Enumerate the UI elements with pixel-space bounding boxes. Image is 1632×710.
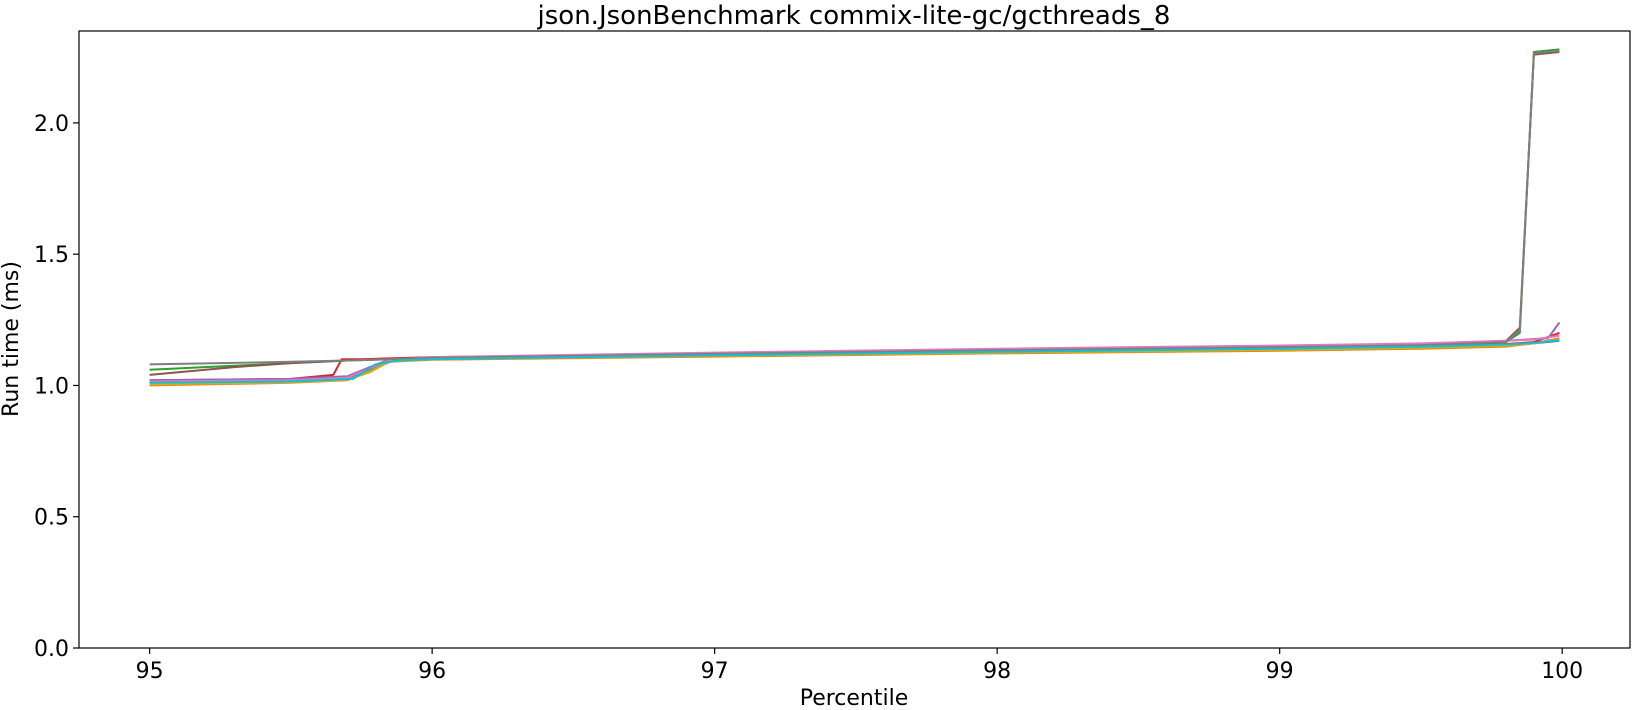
series-layer [149, 48, 1561, 387]
plot-frame [78, 30, 1631, 649]
y-tick-label: 0.5 [34, 506, 69, 531]
x-tick-label: 99 [1266, 659, 1294, 684]
y-tick-label: 1.0 [34, 374, 69, 399]
y-tick-label: 1.5 [34, 243, 69, 268]
series-line-3 [149, 48, 1560, 371]
x-tick-label: 100 [1541, 659, 1583, 684]
x-tick-label: 97 [701, 659, 729, 684]
y-tick-label: 2.0 [34, 112, 69, 137]
y-axis: 0.0 0.5 1.0 1.5 2.0 [34, 112, 79, 662]
series-line-10 [149, 339, 1560, 384]
x-tick-label: 98 [983, 659, 1011, 684]
x-axis-label: Percentile [800, 686, 909, 710]
series-line-6 [149, 51, 1560, 376]
x-tick-label: 96 [418, 659, 446, 684]
y-tick-label: 0.0 [34, 637, 69, 662]
x-tick-label: 95 [136, 659, 164, 684]
x-axis: 95 96 97 98 99 100 [136, 648, 1583, 684]
series-line-8 [149, 49, 1560, 366]
y-axis-label: Run time (ms) [0, 261, 24, 417]
chart-title: json.JsonBenchmark commix-lite-gc/gcthre… [537, 1, 1171, 31]
